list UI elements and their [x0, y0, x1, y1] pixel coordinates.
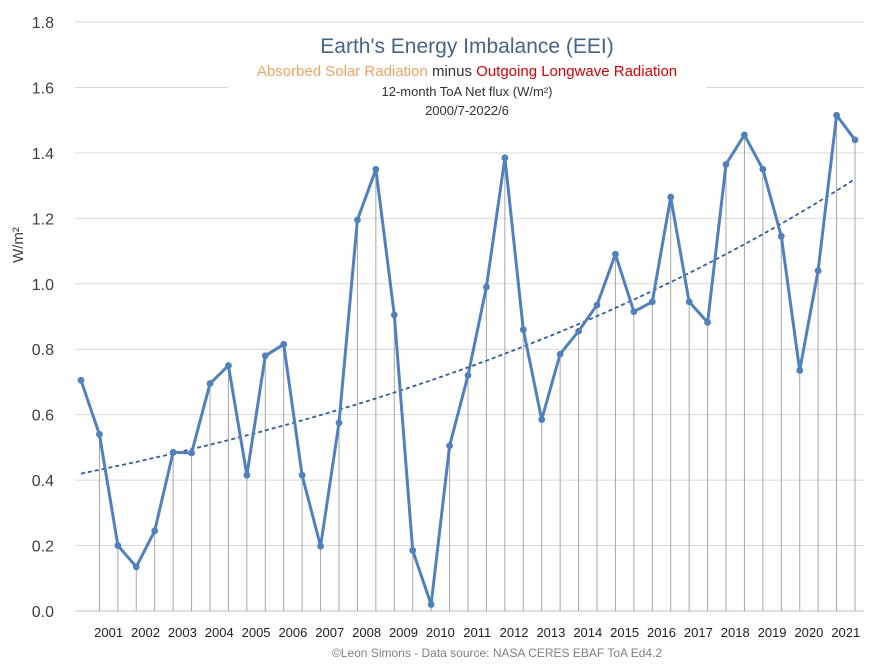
x-tick-labels: 2001 2002 2003 2004 2005 2006 2007 2008 2009 2010…: [94, 625, 860, 640]
data-point: [704, 318, 711, 326]
x-tick-label: 2021: [831, 625, 860, 640]
y-tick-label: 0.8: [32, 342, 54, 359]
data-point: [354, 216, 361, 224]
data-point: [796, 367, 804, 374]
data-point: [483, 283, 490, 291]
x-tick-label: 2013: [536, 625, 565, 640]
x-tick-label: 2011: [463, 625, 491, 640]
drop-lines: [98, 115, 856, 611]
x-tick-label: 2017: [684, 625, 713, 640]
y-tick-label: 0.4: [32, 473, 54, 490]
y-tick-label: 1.2: [32, 211, 54, 228]
x-tick-label: 2003: [168, 625, 197, 640]
data-point: [612, 250, 619, 258]
title-box: [228, 28, 706, 132]
y-tick-label: 0.2: [32, 539, 54, 556]
subtitle-part-outgoing: Outgoing Longwave Radiation: [476, 63, 677, 80]
y-tick-label: 1.0: [32, 277, 54, 294]
x-tick-label: 2002: [131, 625, 160, 640]
data-point: [777, 232, 785, 240]
chart-subtitle-3: 2000/7-2022/6: [425, 103, 509, 118]
data-point: [132, 563, 140, 571]
data-point: [575, 327, 582, 335]
data-point: [427, 601, 435, 608]
subtitle-part-minus: minus: [428, 63, 476, 80]
x-tick-label: 2014: [573, 625, 602, 640]
data-point: [630, 308, 638, 315]
data-point: [833, 111, 840, 119]
data-point: [188, 449, 195, 457]
data-point: [556, 350, 564, 358]
chart-footer: ©Leon Simons - Data source: NASA CERES E…: [332, 646, 662, 660]
data-point: [169, 448, 177, 456]
x-tick-label: 2019: [758, 625, 787, 640]
data-point: [280, 340, 288, 348]
y-axis-label: W/m²: [10, 227, 27, 263]
data-point: [335, 419, 343, 427]
x-tick-label: 2012: [500, 625, 529, 640]
y-tick-label: 0.0: [32, 604, 54, 621]
data-point: [225, 362, 232, 369]
x-tick-label: 2015: [610, 625, 639, 640]
x-tick-label: 2005: [242, 625, 271, 640]
data-point: [390, 311, 398, 319]
x-tick-label: 2004: [205, 625, 234, 640]
x-tick-label: 2007: [315, 625, 344, 640]
data-point: [741, 131, 748, 139]
chart-title: Earth's Energy Imbalance (EEI): [320, 35, 613, 58]
data-point: [317, 542, 324, 550]
data-point: [96, 430, 103, 438]
trend-line: [80, 178, 856, 475]
x-tick-label: 2006: [278, 625, 307, 640]
data-point: [77, 376, 85, 384]
data-point: [261, 352, 269, 360]
data-point: [501, 154, 509, 162]
data-point: [446, 442, 453, 450]
data-point: [814, 267, 822, 275]
data-point: [243, 471, 251, 479]
data-point: [759, 165, 767, 173]
data-point: [685, 298, 693, 306]
x-tick-label: 2016: [647, 625, 676, 640]
data-point: [464, 372, 472, 379]
y-tick-label: 1.4: [32, 146, 54, 163]
chart-subtitle: Absorbed Solar Radiation minus Outgoing …: [257, 63, 677, 80]
data-point: [667, 193, 675, 201]
y-tick-label: 1.8: [32, 15, 54, 32]
y-tick-labels: 0.0 0.2 0.4 0.6 0.8 1.0 1.2 1.4 1.6 1.8: [32, 15, 54, 621]
data-point: [851, 136, 859, 144]
data-point: [538, 416, 546, 423]
data-point: [372, 165, 380, 173]
trend-line-group: [80, 178, 856, 475]
data-point: [114, 542, 122, 549]
y-tick-label: 0.6: [32, 408, 54, 425]
data-point: [722, 160, 730, 168]
data-point: [206, 380, 214, 387]
data-point: [298, 471, 306, 479]
x-tick-label: 2001: [94, 625, 123, 640]
data-point: [519, 326, 527, 333]
x-tick-label: 2009: [389, 625, 418, 640]
data-point: [151, 527, 159, 535]
data-point: [409, 547, 417, 554]
x-tick-label: 2008: [352, 625, 381, 640]
x-tick-label: 2018: [721, 625, 750, 640]
data-point: [593, 301, 601, 309]
data-point: [648, 298, 656, 306]
subtitle-part-absorbed: Absorbed Solar Radiation: [257, 63, 428, 80]
data-points: [77, 111, 859, 608]
x-tick-label: 2010: [426, 625, 455, 640]
x-tick-label: 2020: [794, 625, 823, 640]
chart-subtitle-2: 12-month ToA Net flux (W/m²): [382, 84, 553, 99]
y-tick-label: 1.6: [32, 80, 54, 97]
